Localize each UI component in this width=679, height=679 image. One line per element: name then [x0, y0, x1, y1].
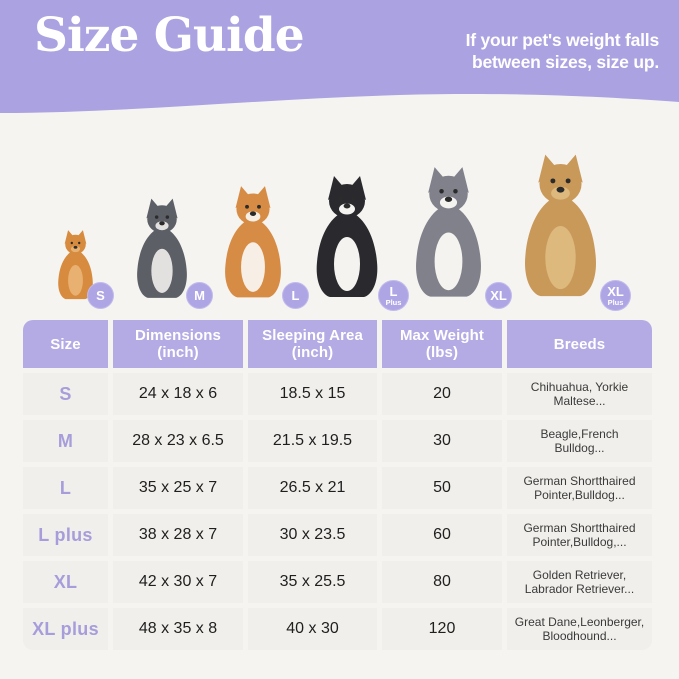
breeds-line2: Pointer,Bulldog,...	[532, 535, 627, 549]
column-header-max-weight: Max Weight (lbs)	[382, 320, 502, 368]
column-header-line1: Max Weight	[399, 327, 485, 344]
cell-sleeping-area-m: 21.5 x 19.5	[248, 420, 377, 462]
breeds-line1: Beagle,French	[540, 426, 619, 441]
dog-illustration-pomeranian	[58, 230, 93, 300]
size-badge-label: S	[96, 288, 105, 303]
column-header-line1: Sleeping Area	[262, 327, 363, 344]
column-header-breeds: Breeds	[507, 320, 652, 368]
size-badge-xl-plus: XL Plus	[600, 280, 631, 311]
column-header-line2: (lbs)	[425, 344, 459, 361]
cell-breeds-xl-plus: Great Dane,Leonberger, Bloodhound...	[507, 608, 652, 650]
cell-dimensions-xl-plus: 48 x 35 x 8	[113, 608, 243, 650]
size-table: Size Dimensions (inch) Sleeping Area (inch) M…	[23, 320, 652, 650]
cell-sleeping-area-s: 18.5 x 15	[248, 373, 377, 415]
cell-max-weight-xl: 80	[382, 561, 502, 603]
column-header-sleeping-area: Sleeping Area (inch)	[248, 320, 377, 368]
size-badge-label: M	[194, 288, 205, 303]
size-badge-l-plus: L Plus	[378, 280, 409, 311]
dog-golden-retriever: XL Plus	[502, 114, 631, 311]
cell-sleeping-area-l: 26.5 x 21	[248, 467, 377, 509]
cell-size-xl: XL	[23, 561, 108, 603]
breeds-line2: Bulldog...	[554, 441, 605, 455]
cell-breeds-l: German Shortthaired Pointer,Bulldog...	[507, 467, 652, 509]
wave-divider	[0, 93, 679, 117]
cell-breeds-l-plus: German Shortthaired Pointer,Bulldog,...	[507, 514, 652, 556]
breeds-line2: Maltese...	[553, 394, 606, 408]
cell-size-xl-plus: XL plus	[23, 608, 108, 650]
header-note-line2: between sizes, size up.	[472, 51, 659, 72]
header-note: If your pet's weight falls between sizes…	[465, 30, 660, 73]
dog-illustration-australian-shepherd	[416, 167, 481, 297]
dog-pomeranian: S	[47, 210, 114, 309]
cell-dimensions-l-plus: 38 x 28 x 7	[113, 514, 243, 556]
column-header-line1: Breeds	[553, 335, 606, 353]
size-badge-sublabel: Plus	[385, 297, 402, 307]
column-header-dimensions: Dimensions (inch)	[113, 320, 243, 368]
size-badge-l: L	[282, 282, 309, 309]
page-title: Size Guide	[34, 8, 305, 63]
size-badge-label: XL	[490, 288, 507, 303]
cell-size-l: L	[23, 467, 108, 509]
dog-shiba-inu: L	[207, 154, 309, 309]
size-badge-label: L	[389, 283, 398, 299]
cell-sleeping-area-xl: 35 x 25.5	[248, 561, 377, 603]
size-badge-xl: XL	[485, 282, 512, 309]
cell-size-s: S	[23, 373, 108, 415]
dog-illustration-border-collie	[316, 176, 378, 297]
dog-australian-shepherd: XL	[395, 130, 512, 309]
cell-breeds-xl: Golden Retriever, Labrador Retriever...	[507, 561, 652, 603]
cell-max-weight-l-plus: 60	[382, 514, 502, 556]
size-badge-label: XL	[607, 283, 624, 299]
cell-max-weight-xl-plus: 120	[382, 608, 502, 650]
dog-illustration-shiba-inu	[225, 186, 281, 298]
cell-dimensions-s: 24 x 18 x 6	[113, 373, 243, 415]
cell-size-l-plus: L plus	[23, 514, 108, 556]
size-badge-label: L	[291, 288, 300, 303]
size-badge-s: S	[87, 282, 114, 309]
dog-illustration-french-bulldog	[137, 198, 187, 298]
cell-sleeping-area-l-plus: 30 x 23.5	[248, 514, 377, 556]
size-badge-m: M	[186, 282, 213, 309]
cell-dimensions-l: 35 x 25 x 7	[113, 467, 243, 509]
cell-sleeping-area-xl-plus: 40 x 30	[248, 608, 377, 650]
dog-illustration-golden-retriever	[524, 154, 597, 297]
column-header-size: Size	[23, 320, 108, 368]
dog-border-collie: L Plus	[297, 140, 409, 311]
column-header-line2: (inch)	[157, 344, 199, 361]
cell-breeds-s: Chihuahua, Yorkie Maltese...	[507, 373, 652, 415]
cell-breeds-m: Beagle,French Bulldog...	[507, 420, 652, 462]
size-badge-sublabel: Plus	[607, 297, 624, 307]
cell-max-weight-m: 30	[382, 420, 502, 462]
header-banner: Size Guide If your pet's weight falls be…	[0, 0, 679, 117]
breeds-line1: German Shortthaired	[523, 520, 636, 535]
dog-size-lineup: S M L L Plus	[0, 116, 679, 312]
column-header-line1: Dimensions	[134, 327, 222, 344]
breeds-line1: German Shortthaired	[523, 473, 636, 488]
breeds-line2: Labrador Retriever...	[524, 582, 635, 596]
breeds-line2: Bloodhound...	[542, 629, 617, 643]
dog-french-bulldog: M	[121, 170, 213, 309]
cell-max-weight-s: 20	[382, 373, 502, 415]
cell-dimensions-m: 28 x 23 x 6.5	[113, 420, 243, 462]
cell-dimensions-xl: 42 x 30 x 7	[113, 561, 243, 603]
breeds-line1: Chihuahua, Yorkie	[530, 379, 629, 394]
column-header-line1: Size	[50, 335, 81, 353]
cell-max-weight-l: 50	[382, 467, 502, 509]
breeds-line1: Golden Retriever,	[532, 567, 627, 582]
breeds-line1: Great Dane,Leonberger,	[514, 614, 645, 629]
cell-size-m: M	[23, 420, 108, 462]
column-header-line2: (inch)	[291, 344, 334, 361]
header-note-line1: If your pet's weight falls	[465, 30, 660, 50]
breeds-line2: Pointer,Bulldog...	[534, 488, 625, 502]
